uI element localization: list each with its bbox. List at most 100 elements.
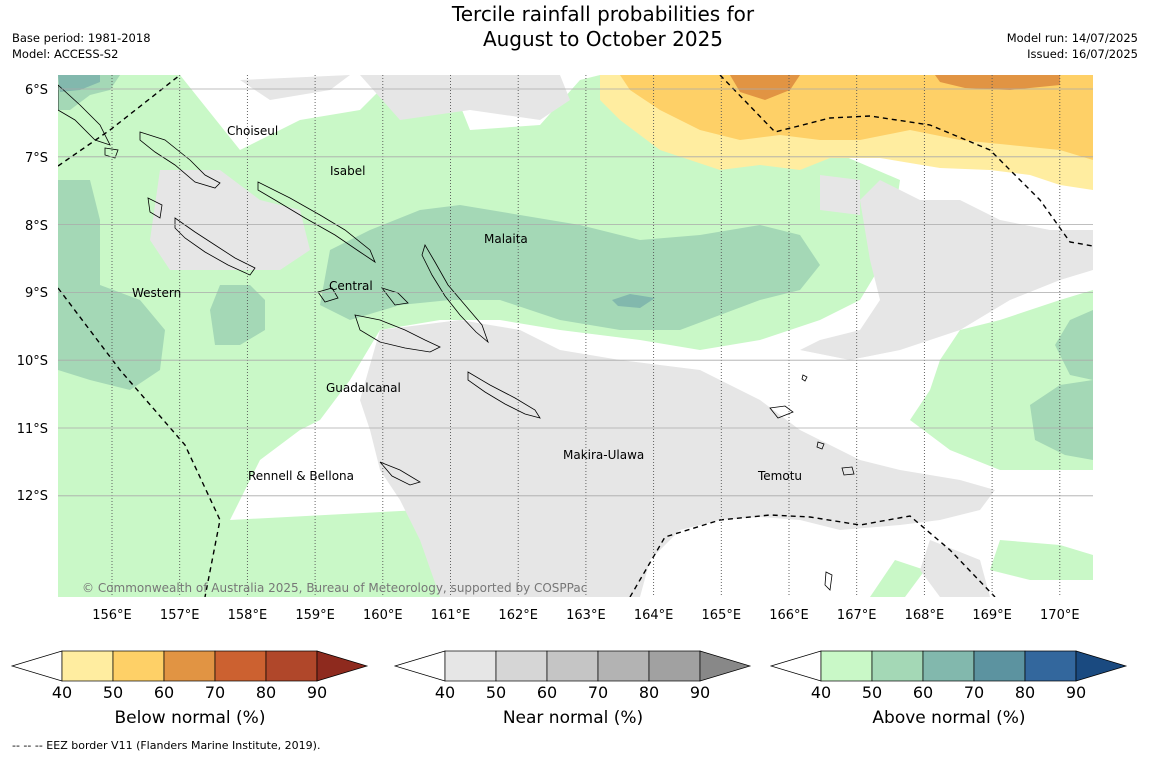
issued-text: Issued: 16/07/2025 [1027,47,1138,61]
lon-label: 159°E [295,608,335,623]
region-labels: Choiseul Isabel Malaita Western Central … [132,124,802,483]
lon-label: 169°E [972,608,1012,623]
copyright-text: © Commonwealth of Australia 2025, Bureau… [82,581,587,595]
eez-border-line [629,514,996,597]
colorbar-swatch [820,650,873,682]
colorbar-tick-label: 80 [256,683,276,702]
colorbar-tick-label: 40 [811,683,831,702]
colorbar-swatch [922,650,975,682]
above-normal-40-region [990,540,1093,580]
lat-label: 11°S [17,422,48,437]
below-normal-60-region [730,75,800,100]
island-isabel [257,181,376,264]
above-normal-50-region [210,285,265,345]
colorbar-swatch [1024,650,1077,682]
below-normal-60-region [935,75,1060,90]
colorbar-title-below-normal: Below normal (%) [114,708,266,728]
near-normal-40-region [150,170,310,270]
meta-right: Model run: 14/07/2025 Issued: 16/07/2025 [1007,30,1138,62]
near-normal-40-region [240,75,350,100]
island-vella-lavella [147,197,163,219]
lat-label: 10°S [17,354,48,369]
colorbar-tick-label: 60 [154,683,174,702]
lon-label: 160°E [363,608,403,623]
colorbar-extend-high [1075,650,1128,682]
graticule [58,75,1093,597]
colorbar-tick-label: 60 [537,683,557,702]
island-vanikoro [841,466,855,476]
label-guadalcanal: Guadalcanal [326,381,401,395]
lon-label: 157°E [160,608,200,623]
colorbar-tick-label: 90 [690,683,710,702]
island-santa-cruz [769,405,794,419]
colorbar-swatch [495,650,548,682]
eez-border-line [58,75,181,167]
near-normal-40-region [360,75,570,120]
above-normal-50-region [1055,310,1093,380]
colorbar-tick-label: 50 [486,683,506,702]
colorbar-tick-label: 70 [588,683,608,702]
colorbar-swatch [597,650,650,682]
longitude-labels: 156°E 157°E 158°E 159°E 160°E 161°E 162°E 163°E… [92,608,1079,623]
colorbar-0: 40 50 60 70 80 90 [10,650,369,702]
colorbar-swatch [214,650,267,682]
colorbar-tick-label: 70 [205,683,225,702]
colorbar-title-near-normal: Near normal (%) [502,708,644,728]
eez-footnote: -- -- -- EEZ border V11 (Flanders Marine… [12,739,321,752]
label-malaita: Malaita [484,232,528,246]
near-normal-40-region [820,175,860,215]
colorbar-tick-label: 40 [435,683,455,702]
above-normal-40-region [870,560,925,597]
above-normal-60-region [612,294,655,308]
lat-label: 8°S [25,219,48,234]
title-line-2: August to October 2025 [482,27,724,51]
above-normal-60-region [58,75,100,92]
island-russell [380,287,409,306]
lon-label: 168°E [905,608,945,623]
colorbar-swatch [444,650,497,682]
coastlines [58,84,855,591]
lon-label: 161°E [431,608,471,623]
colorbar-tick-label: 50 [103,683,123,702]
label-rennell-bellona: Rennell & Bellona [248,469,354,483]
island-malaita [421,244,489,344]
colorbar-extend-low [393,650,446,682]
base-period-text: Base period: 1981-2018 [12,31,151,45]
lon-label: 164°E [634,608,674,623]
above-normal-50-region [1030,380,1093,460]
model-text: Model: ACCESS-S2 [12,47,119,61]
latitude-labels: 6°S 7°S 8°S 9°S 10°S 11°S 12°S [17,83,48,504]
colorbar-tick-label: 50 [862,683,882,702]
map-area: Choiseul Isabel Malaita Western Central … [58,75,1093,597]
label-isabel: Isabel [330,164,365,178]
lon-label: 165°E [702,608,742,623]
colorbar-tick-label: 80 [1015,683,1035,702]
label-makira-ulawa: Makira-Ulawa [563,448,644,462]
island-makira [467,371,541,419]
colorbar-swatch [265,650,318,682]
colorbar-title-above-normal: Above normal (%) [872,708,1026,728]
title-line-1: Tercile rainfall probabilities for [451,2,755,26]
island-bougainville [58,84,111,146]
colorbar-tick-label: 60 [913,683,933,702]
colorbar-tick-label: 70 [964,683,984,702]
colorbar-swatch [871,650,924,682]
colorbar-extend-low [10,650,63,682]
colorbar-tick-label: 90 [1066,683,1086,702]
near-normal-40-region [360,320,995,597]
colorbar-tick-label: 40 [52,683,72,702]
island-shortland [104,147,119,159]
island-tikopia [824,571,833,591]
map-title: Tercile rainfall probabilities for Augus… [0,2,1150,52]
colorbar-extend-high [699,650,752,682]
label-central: Central [329,279,373,293]
near-normal-40-region [920,540,990,597]
island-florida [317,287,339,303]
lon-label: 166°E [769,608,809,623]
lat-label: 6°S [25,83,48,98]
colorbar-swatch [973,650,1026,682]
colorbar-2: 40 50 60 70 80 90 [769,650,1128,702]
lon-label: 162°E [498,608,538,623]
model-run-text: Model run: 14/07/2025 [1006,31,1138,45]
meta-left: Base period: 1981-2018 Model: ACCESS-S2 [12,30,151,62]
